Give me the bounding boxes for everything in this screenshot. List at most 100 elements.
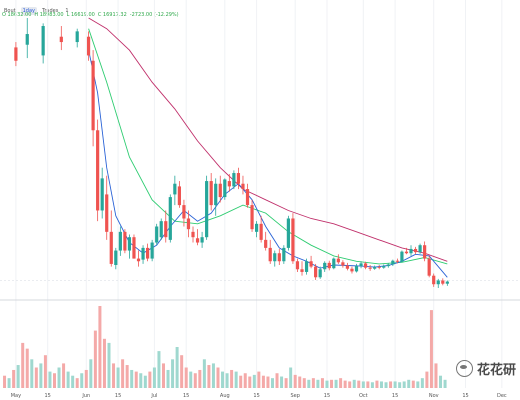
- volume-bar: [193, 373, 197, 388]
- volume-bar: [125, 365, 129, 388]
- candle-body: [377, 267, 381, 268]
- candle-body: [218, 183, 222, 198]
- volume-bar: [39, 363, 43, 388]
- volume-bar: [275, 373, 279, 388]
- toolbar-item-3[interactable]: 1: [65, 8, 69, 14]
- candle-body: [155, 226, 159, 243]
- toolbar-item-1[interactable]: 1day: [20, 7, 38, 15]
- x-tick-label: Jul: [150, 393, 157, 399]
- volume-bar: [143, 375, 147, 388]
- candle-body: [323, 262, 327, 270]
- candle-body: [300, 269, 304, 272]
- candle-body: [214, 183, 218, 206]
- volume-bar: [248, 376, 252, 388]
- x-tick-label: 15: [115, 393, 121, 399]
- volume-bar: [393, 381, 397, 388]
- volume-bar: [12, 369, 16, 388]
- candle-body: [259, 223, 263, 240]
- x-tick-label: Nov: [429, 393, 439, 399]
- volume-bar: [398, 382, 402, 388]
- x-tick-label: 15: [44, 393, 50, 399]
- candle-body: [391, 260, 395, 265]
- candle-body: [173, 183, 177, 195]
- ohlc-open: O 18632.00: [2, 12, 32, 18]
- volume-bar: [434, 363, 438, 388]
- volume-bar: [252, 374, 256, 388]
- candle-body: [96, 130, 100, 211]
- volume-bar: [57, 367, 61, 388]
- x-tick-label: 15: [253, 393, 259, 399]
- candle-body: [423, 245, 427, 259]
- candle-body: [25, 34, 29, 45]
- volume-bar: [216, 367, 220, 388]
- volume-bar: [98, 306, 102, 388]
- candle-body: [41, 26, 45, 56]
- volume-bar: [148, 371, 152, 388]
- volume-bar: [7, 378, 11, 388]
- volume-bar: [184, 367, 188, 388]
- volume-bar: [257, 371, 261, 388]
- ohlc-close: C 16917.32: [97, 12, 127, 18]
- candle-body: [14, 47, 18, 61]
- candle-body: [418, 245, 422, 253]
- volume-bar: [157, 351, 161, 388]
- volume-bar: [302, 378, 306, 388]
- volume-bar: [207, 365, 211, 388]
- candle-body: [441, 280, 445, 284]
- candle-body: [354, 266, 359, 272]
- volume-bar: [34, 367, 38, 388]
- candle-body: [164, 221, 168, 238]
- volume-bar: [211, 363, 215, 388]
- candle-body: [304, 261, 309, 272]
- candle-body: [91, 60, 95, 131]
- candle-body: [236, 173, 241, 184]
- candle-body: [277, 253, 281, 262]
- candle-body: [250, 205, 254, 230]
- x-tick-label: Jun: [81, 393, 90, 399]
- volume-bar: [93, 330, 97, 388]
- volume-bar: [180, 355, 184, 388]
- volume-bar: [416, 381, 420, 388]
- volume-bar: [16, 365, 20, 388]
- candle-body: [350, 268, 354, 272]
- volume-bar: [261, 375, 265, 388]
- candle-body: [118, 231, 122, 251]
- x-tick-label: Sep: [290, 393, 299, 399]
- candle-body: [427, 258, 431, 276]
- volume-bar: [52, 373, 56, 388]
- candle-body: [291, 218, 295, 262]
- volume-bar: [389, 381, 393, 388]
- ma-line-ma-mid: [88, 28, 448, 265]
- volume-bar: [75, 378, 79, 388]
- volume-bar: [429, 310, 433, 388]
- candle-body: [132, 237, 136, 259]
- volume-bar: [411, 380, 415, 388]
- candle-body: [109, 231, 113, 264]
- volume-bar: [298, 376, 302, 388]
- x-tick-label: Aug: [220, 393, 230, 399]
- volume-bar: [239, 375, 243, 388]
- candle-body: [114, 250, 118, 265]
- volume-bar: [112, 363, 116, 388]
- volume-bar: [202, 359, 206, 388]
- volume-bar: [3, 375, 7, 388]
- volume-bar: [379, 381, 383, 388]
- candle-body: [373, 267, 377, 269]
- volume-bar: [84, 369, 88, 388]
- toolbar-item-0[interactable]: Bout: [4, 8, 16, 14]
- candle-body: [386, 264, 390, 267]
- candle-body: [359, 263, 363, 267]
- volume-bar: [71, 375, 75, 388]
- candle-body: [264, 239, 268, 248]
- volume-bar: [384, 382, 388, 388]
- ohlc-low: L 16619.00: [66, 12, 95, 18]
- volume-bar: [439, 375, 443, 388]
- candle-body: [336, 258, 340, 263]
- volume-bar: [407, 379, 411, 388]
- candle-body: [200, 237, 204, 243]
- candle-body: [400, 251, 404, 262]
- candle-body: [136, 258, 141, 262]
- volume-bar: [43, 355, 47, 388]
- toolbar-item-2[interactable]: Trades: [42, 8, 59, 14]
